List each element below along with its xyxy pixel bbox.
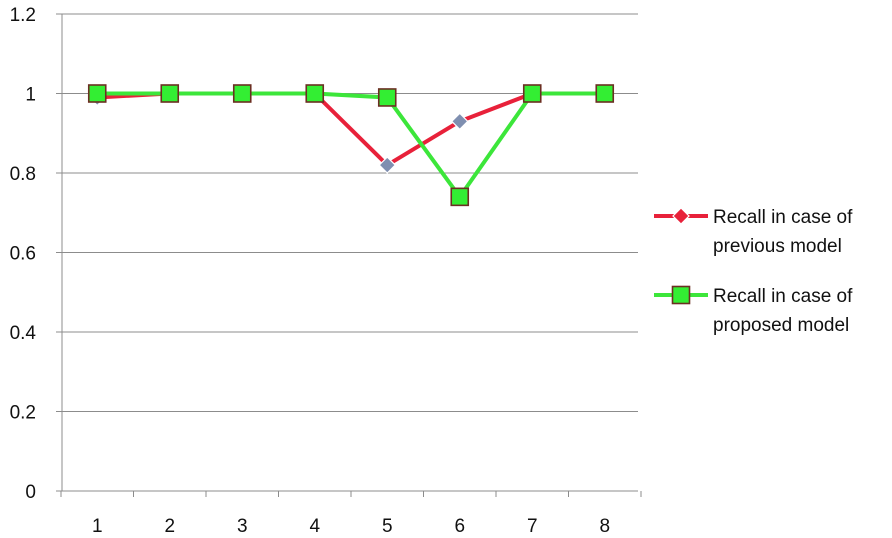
x-tick-label: 1 — [92, 516, 103, 537]
legend-label: Recall in case of — [713, 286, 853, 307]
data-point-square — [377, 88, 397, 107]
legend-label: proposed model — [713, 315, 849, 336]
legend-label: previous model — [713, 236, 842, 257]
data-point-diamond — [378, 156, 397, 174]
x-tick-label: 6 — [454, 516, 465, 537]
legend-marker-square — [671, 285, 691, 305]
legend-marker-diamond — [672, 207, 690, 225]
y-tick-label: 1 — [25, 85, 36, 106]
data-point-square — [160, 84, 180, 103]
data-point-square — [87, 84, 107, 103]
data-point-square — [232, 84, 252, 103]
x-tick-label: 3 — [237, 516, 248, 537]
y-tick-label: 0.4 — [10, 323, 37, 344]
x-tick-label: 4 — [309, 516, 320, 537]
data-point-square — [305, 84, 325, 103]
legend-entry-2: Recall in case of proposed model — [654, 285, 853, 336]
series-line — [97, 91, 605, 199]
y-tick-label: 0.2 — [10, 403, 36, 424]
data-point-square — [595, 84, 615, 103]
axes: 0 0.2 0.4 0.6 0.8 1 1.2 1 2 3 4 5 6 7 8 — [10, 5, 642, 537]
legend-label: Recall in case of — [713, 207, 853, 228]
data-point-square — [450, 187, 470, 207]
y-tick-label: 0 — [25, 482, 36, 503]
y-tick-label: 1.2 — [10, 5, 36, 26]
y-tick-label: 0.6 — [10, 244, 36, 265]
x-tick-label: 2 — [164, 516, 175, 537]
series-2 — [87, 84, 615, 207]
series — [87, 84, 615, 207]
x-tick-label: 5 — [382, 516, 393, 537]
x-tick-label: 8 — [599, 516, 610, 537]
legend-entry-1: Recall in case of previous model — [654, 207, 853, 257]
x-tick-label: 7 — [527, 516, 538, 537]
y-tick-label: 0.8 — [10, 164, 36, 185]
data-point-square — [522, 84, 542, 103]
data-point-diamond — [450, 112, 469, 131]
